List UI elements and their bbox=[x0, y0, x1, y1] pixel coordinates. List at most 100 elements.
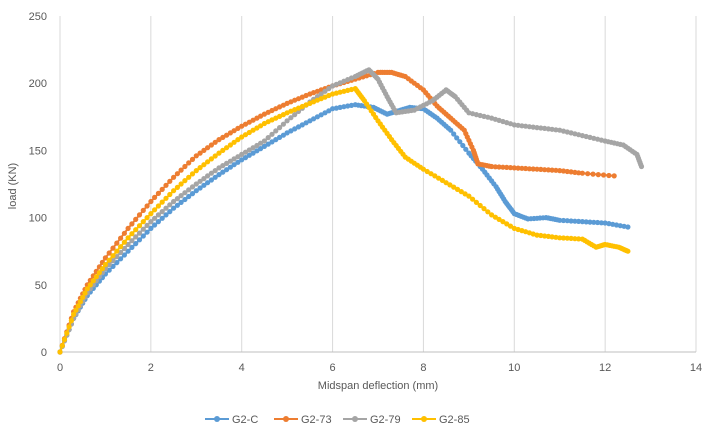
data-point bbox=[163, 212, 169, 218]
data-point bbox=[129, 238, 135, 244]
legend-label: G2-85 bbox=[439, 414, 470, 425]
data-point bbox=[564, 235, 570, 241]
data-point bbox=[220, 147, 226, 153]
data-point bbox=[579, 170, 586, 176]
data-point bbox=[159, 209, 165, 215]
data-point bbox=[133, 227, 139, 233]
data-point bbox=[504, 221, 510, 227]
data-point bbox=[542, 167, 548, 173]
data-point bbox=[299, 122, 305, 128]
data-point bbox=[167, 191, 173, 198]
data-point bbox=[583, 219, 589, 225]
data-point bbox=[197, 185, 203, 191]
data-point bbox=[144, 222, 150, 228]
data-point bbox=[231, 128, 237, 134]
data-point bbox=[451, 131, 457, 137]
data-point bbox=[560, 235, 567, 241]
data-point bbox=[201, 162, 207, 168]
data-point bbox=[163, 195, 169, 201]
data-point bbox=[288, 115, 294, 121]
data-point bbox=[595, 172, 601, 178]
data-point bbox=[178, 181, 184, 187]
data-point bbox=[534, 232, 540, 238]
data-point bbox=[121, 230, 127, 236]
data-point bbox=[148, 225, 154, 231]
data-point bbox=[186, 160, 192, 166]
data-point bbox=[568, 235, 574, 241]
data-point bbox=[269, 131, 275, 137]
data-point bbox=[564, 168, 570, 175]
data-point bbox=[171, 174, 177, 180]
data-point bbox=[591, 219, 597, 225]
data-point bbox=[261, 138, 267, 144]
data-point bbox=[182, 196, 188, 203]
data-point bbox=[273, 128, 279, 134]
data-point bbox=[538, 125, 544, 131]
data-point bbox=[87, 282, 93, 288]
data-point bbox=[220, 163, 226, 169]
data-point bbox=[163, 205, 169, 211]
data-point bbox=[155, 190, 161, 196]
data-point bbox=[239, 134, 245, 140]
data-point bbox=[511, 122, 517, 128]
data-point bbox=[235, 159, 241, 165]
data-point bbox=[557, 217, 563, 223]
data-point bbox=[110, 258, 116, 264]
data-point bbox=[242, 155, 249, 161]
data-point bbox=[553, 234, 559, 240]
data-point bbox=[57, 349, 63, 355]
data-point bbox=[59, 343, 65, 349]
data-point bbox=[106, 250, 112, 256]
data-point bbox=[576, 218, 582, 224]
data-point bbox=[118, 235, 124, 241]
data-point bbox=[224, 160, 230, 166]
data-point bbox=[507, 223, 514, 229]
data-point bbox=[447, 182, 453, 188]
data-point bbox=[246, 129, 252, 136]
data-point bbox=[197, 165, 203, 171]
data-point bbox=[114, 248, 120, 254]
data-point bbox=[208, 156, 214, 162]
data-point bbox=[492, 164, 498, 170]
data-point bbox=[182, 190, 188, 196]
data-point bbox=[231, 162, 237, 168]
data-point bbox=[82, 290, 88, 296]
data-point bbox=[463, 146, 469, 152]
data-point bbox=[73, 307, 79, 313]
data-point bbox=[136, 212, 143, 218]
series-g2-85 bbox=[57, 86, 631, 355]
data-point bbox=[216, 172, 222, 178]
data-point bbox=[466, 193, 472, 199]
data-point bbox=[152, 215, 158, 221]
data-point bbox=[523, 123, 529, 129]
data-point bbox=[557, 235, 563, 241]
data-point bbox=[77, 299, 83, 305]
legend-swatch-marker bbox=[352, 416, 358, 422]
data-point bbox=[216, 165, 222, 171]
data-point bbox=[568, 169, 574, 175]
data-point bbox=[220, 134, 226, 140]
data-point bbox=[220, 169, 226, 175]
data-point bbox=[201, 182, 207, 188]
data-point bbox=[212, 168, 218, 174]
data-point bbox=[118, 244, 124, 250]
data-point bbox=[239, 157, 245, 163]
data-point bbox=[477, 202, 483, 209]
data-point bbox=[186, 193, 192, 200]
data-point bbox=[174, 171, 180, 177]
data-point bbox=[572, 236, 578, 242]
data-point bbox=[182, 163, 188, 170]
data-point bbox=[212, 174, 218, 180]
data-point bbox=[448, 127, 454, 133]
data-point bbox=[125, 225, 131, 231]
data-point bbox=[462, 191, 468, 197]
data-point bbox=[538, 166, 544, 172]
data-point bbox=[129, 221, 135, 227]
legend-label: G2-C bbox=[232, 414, 258, 425]
data-point bbox=[227, 164, 233, 170]
data-point bbox=[208, 177, 214, 183]
x-tick-label: 12 bbox=[599, 362, 611, 374]
x-tick-label: 8 bbox=[420, 362, 426, 374]
data-point bbox=[564, 218, 570, 224]
data-point bbox=[155, 212, 161, 218]
